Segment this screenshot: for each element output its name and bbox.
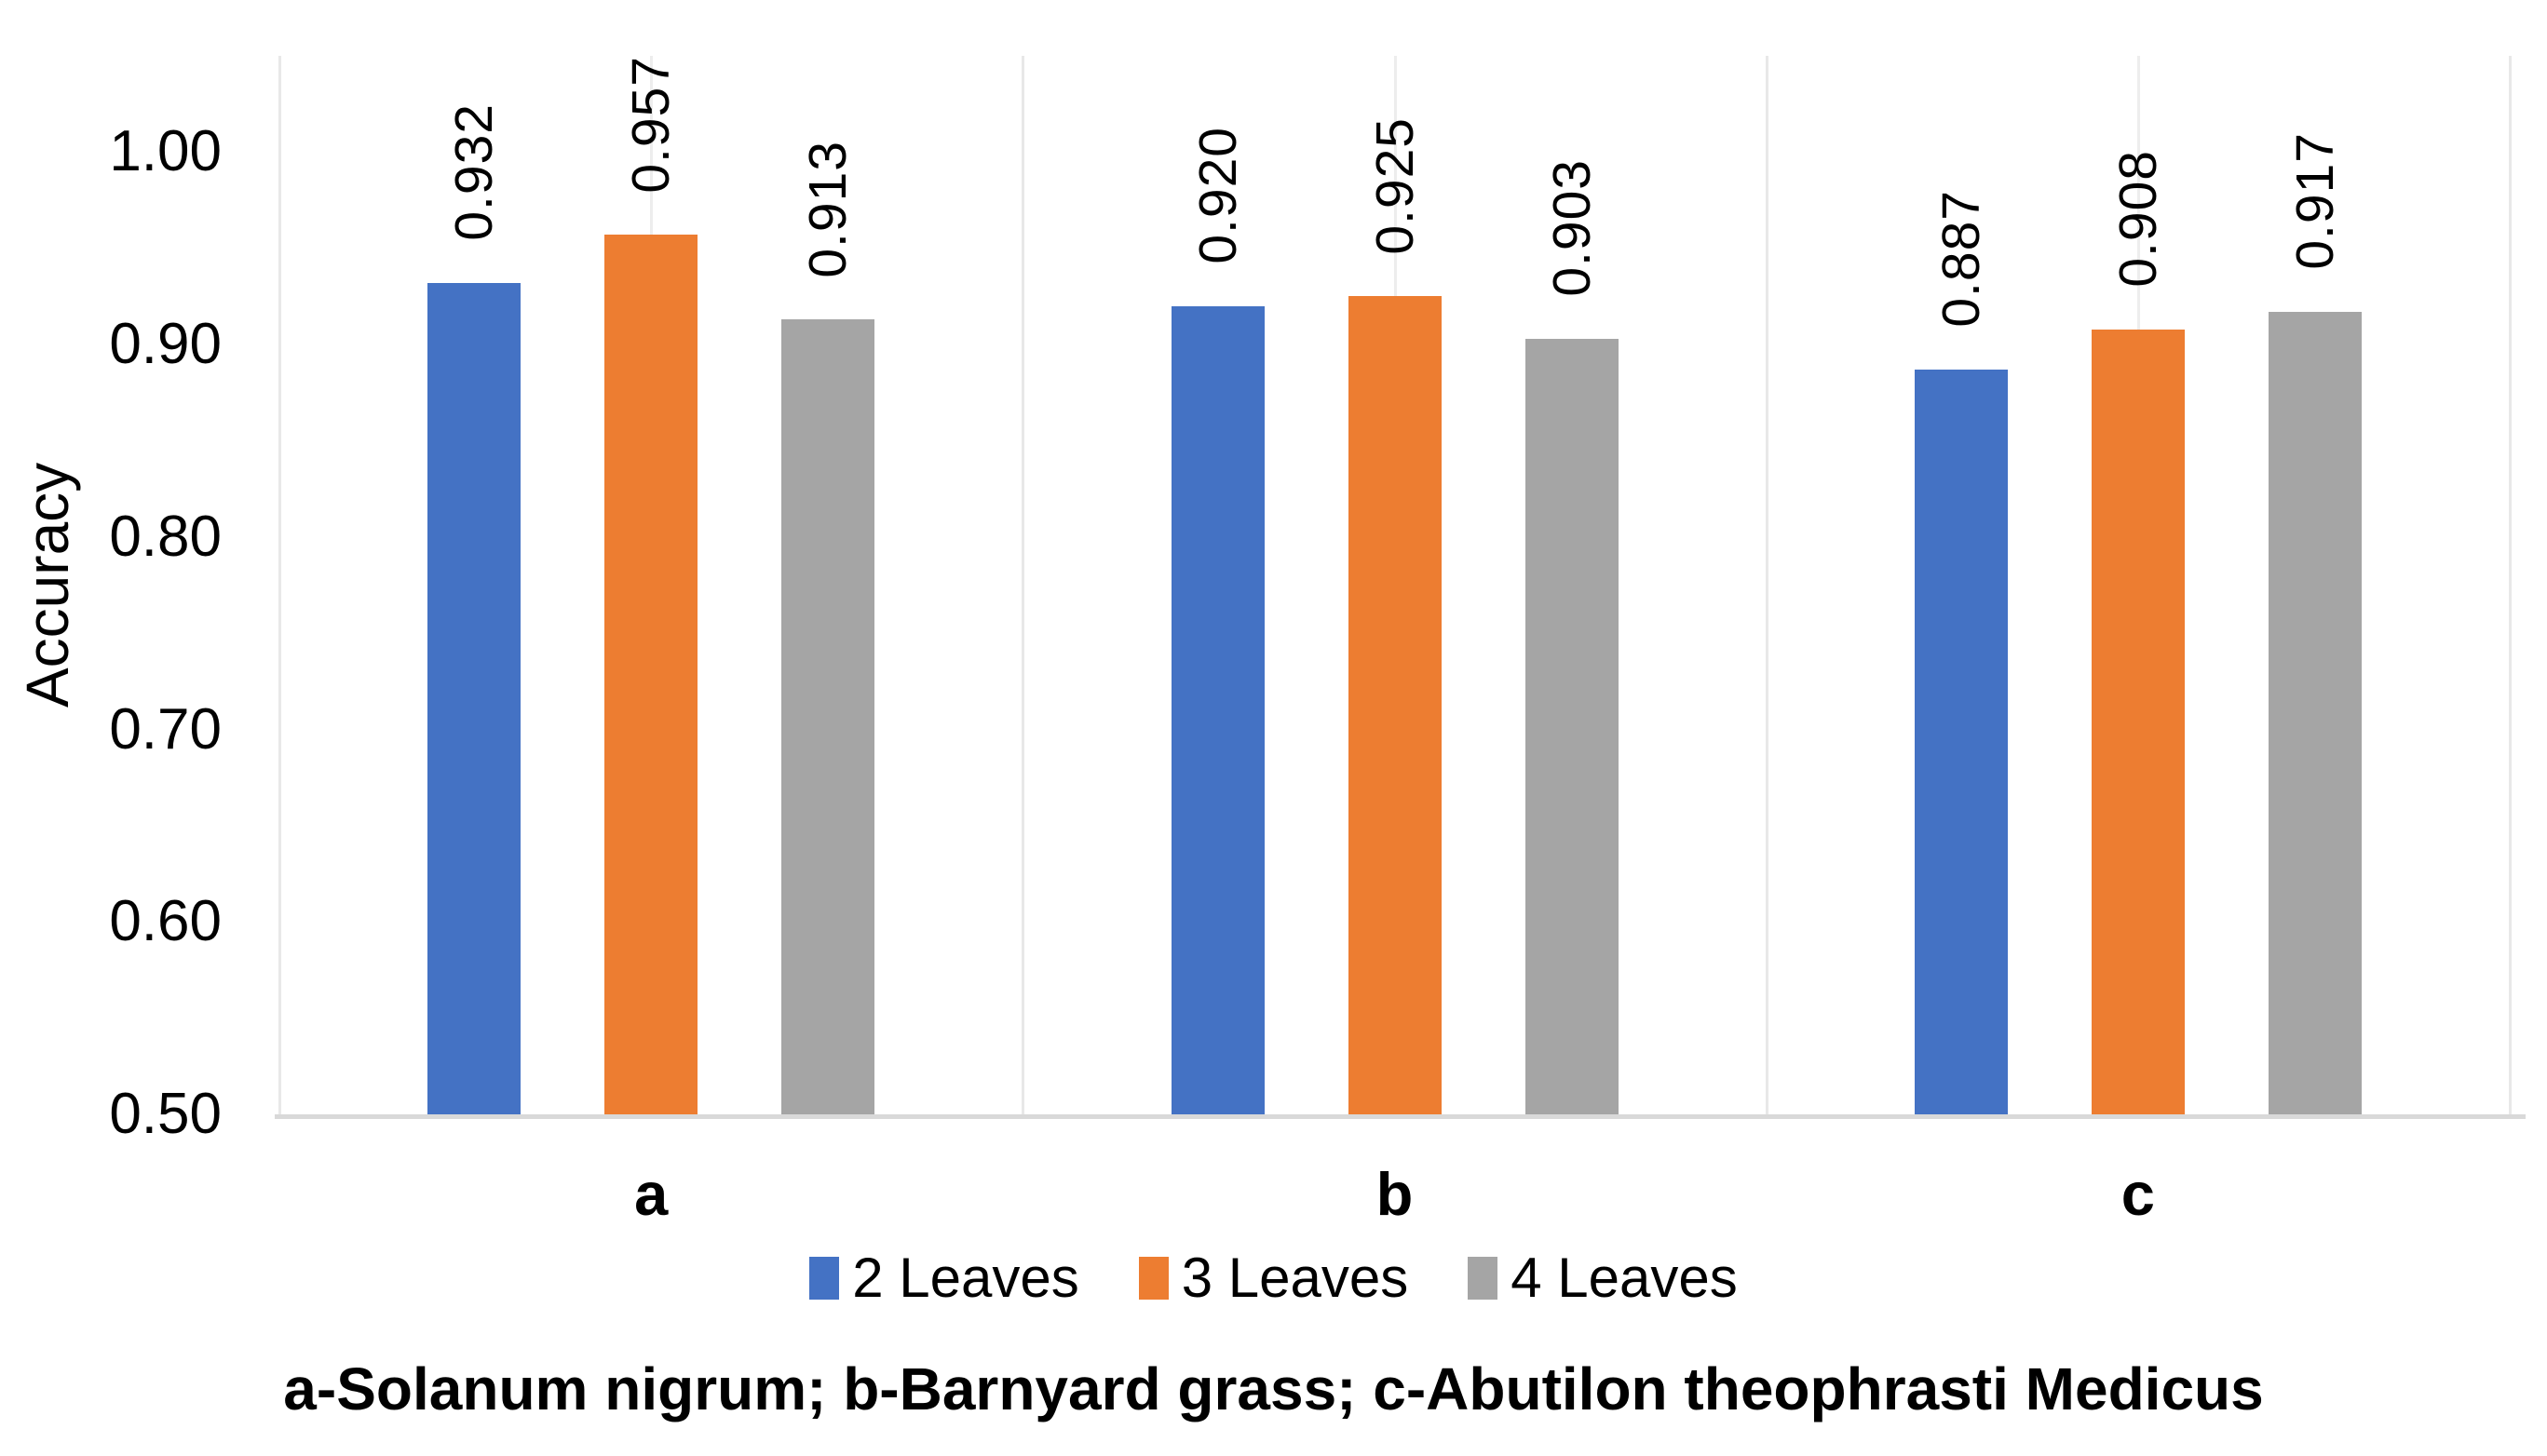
data-label: 0.908 <box>2107 149 2168 288</box>
y-tick-label: 0.60 <box>109 889 222 954</box>
data-label: 0.925 <box>1364 116 1425 255</box>
bar <box>427 282 522 1114</box>
category-boundary-gridline <box>278 56 281 1114</box>
category-boundary-gridline <box>2509 56 2512 1114</box>
category-label: b <box>1375 1160 1414 1228</box>
y-tick-label: 1.00 <box>109 119 222 184</box>
legend-item: 4 Leaves <box>1468 1246 1738 1310</box>
legend-label: 4 Leaves <box>1511 1247 1738 1309</box>
bar <box>2091 329 2185 1114</box>
bar <box>1524 338 1619 1114</box>
data-label: 0.920 <box>1187 127 1248 264</box>
category-boundary-gridline <box>1766 56 1768 1114</box>
category-boundary-gridline <box>1022 56 1024 1114</box>
legend-swatch <box>1138 1256 1169 1300</box>
bar <box>1348 296 1442 1114</box>
caption: a-Solanum nigrum; b-Barnyard grass; c-Ab… <box>283 1355 2264 1422</box>
legend-swatch <box>809 1256 840 1300</box>
y-tick-label: 0.90 <box>109 312 222 377</box>
data-label: 0.913 <box>798 140 859 278</box>
data-label: 0.887 <box>1931 190 1991 328</box>
data-label: 0.903 <box>1541 159 1602 297</box>
legend-label: 3 Leaves <box>1181 1247 1409 1309</box>
bar <box>2268 311 2362 1114</box>
bar <box>604 235 698 1114</box>
legend-swatch <box>1468 1256 1498 1300</box>
legend-item: 2 Leaves <box>809 1246 1079 1310</box>
x-axis-line <box>275 1114 2526 1119</box>
legend-label: 2 Leaves <box>852 1247 1079 1309</box>
bar <box>1171 305 1265 1114</box>
plot-area: 0.932 0.920 0.887 0.957 0.925 0.908 0.913 0.903… <box>278 55 2512 1114</box>
data-label: 0.957 <box>621 55 682 194</box>
bar <box>1914 369 2008 1114</box>
y-tick-label: 0.80 <box>109 504 222 569</box>
category-label: c <box>2120 1160 2155 1228</box>
legend-item: 3 Leaves <box>1138 1246 1409 1310</box>
y-tick-label: 0.70 <box>109 696 222 762</box>
legend: 2 Leaves 3 Leaves 4 Leaves <box>0 1246 2547 1310</box>
y-tick-label: 0.50 <box>109 1082 222 1146</box>
y-axis-title: Accuracy <box>14 462 81 708</box>
data-label: 0.932 <box>444 103 505 241</box>
data-label: 0.917 <box>2284 132 2345 270</box>
category-label: a <box>634 1160 669 1228</box>
bar <box>781 319 875 1114</box>
